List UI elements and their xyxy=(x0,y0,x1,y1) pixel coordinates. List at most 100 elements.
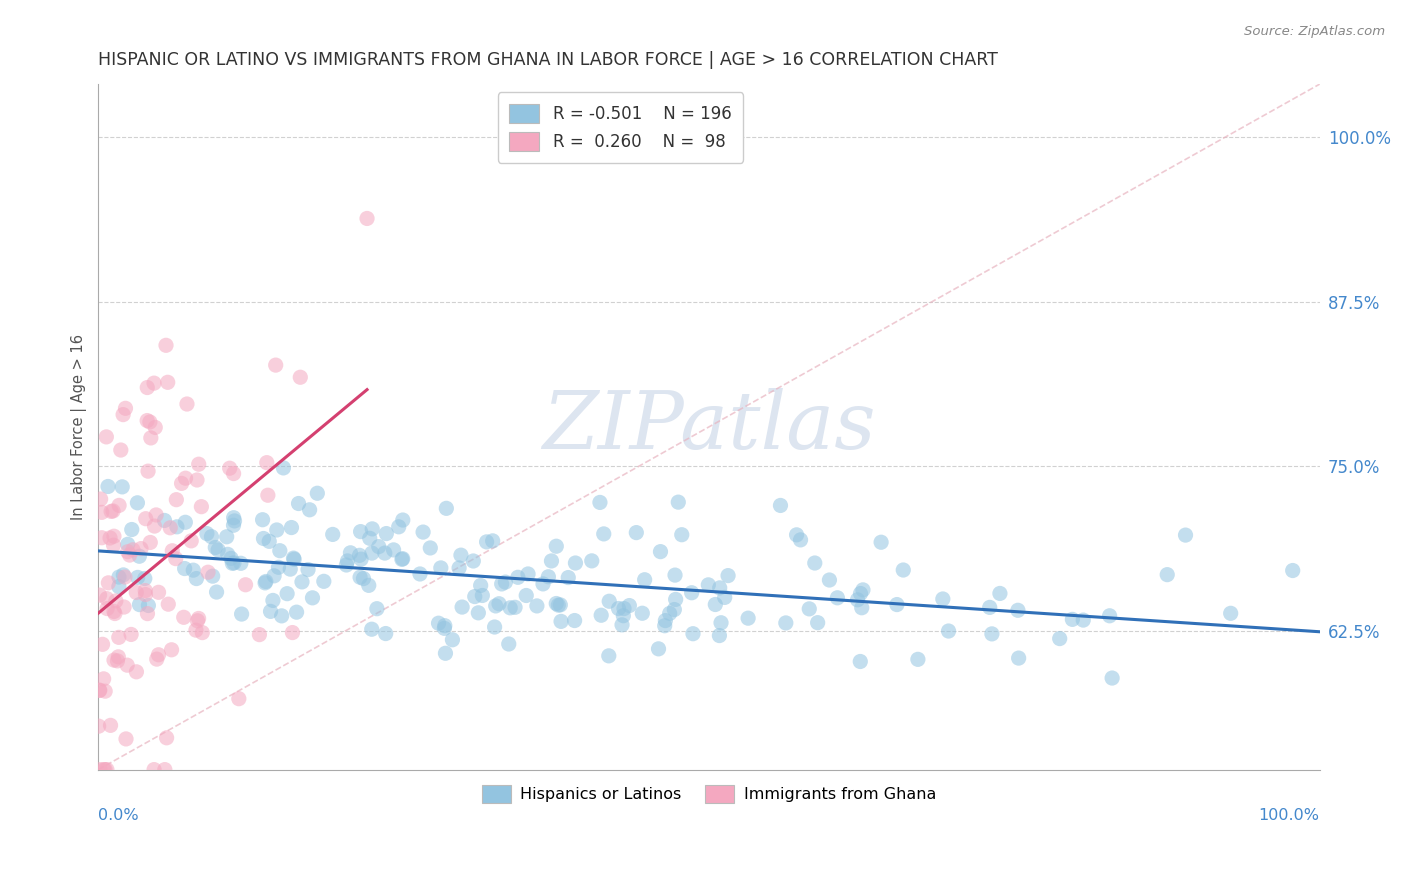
Point xyxy=(115,731,138,746)
Point xyxy=(360,546,382,560)
Point xyxy=(148,648,170,662)
Point xyxy=(1174,528,1197,542)
Point xyxy=(176,397,198,411)
Point xyxy=(470,578,492,592)
Point xyxy=(619,599,641,613)
Y-axis label: In Labor Force | Age > 16: In Labor Force | Age > 16 xyxy=(72,334,87,520)
Point xyxy=(491,577,513,591)
Point xyxy=(136,413,159,427)
Point xyxy=(581,554,603,568)
Point xyxy=(155,731,177,745)
Point xyxy=(281,625,304,640)
Point xyxy=(339,546,361,560)
Point xyxy=(531,577,554,591)
Point xyxy=(818,573,841,587)
Point xyxy=(807,615,830,630)
Point xyxy=(391,551,413,566)
Point xyxy=(89,763,111,777)
Point xyxy=(107,654,129,668)
Point xyxy=(361,522,384,536)
Point xyxy=(108,580,131,594)
Point xyxy=(190,500,212,514)
Point xyxy=(156,376,179,390)
Point xyxy=(434,646,457,660)
Point xyxy=(846,592,869,607)
Point xyxy=(298,503,321,517)
Point xyxy=(259,604,281,618)
Point xyxy=(125,665,148,679)
Point xyxy=(526,599,548,613)
Point xyxy=(114,401,136,416)
Point xyxy=(697,578,720,592)
Point xyxy=(155,338,177,352)
Point xyxy=(464,590,486,604)
Point xyxy=(222,467,245,481)
Point xyxy=(449,561,471,575)
Point xyxy=(564,614,586,628)
Point xyxy=(118,548,141,562)
Point xyxy=(187,611,209,625)
Point xyxy=(503,600,526,615)
Point xyxy=(598,648,620,663)
Point xyxy=(388,520,411,534)
Point xyxy=(134,572,156,586)
Point xyxy=(550,615,572,629)
Point xyxy=(139,535,162,549)
Point xyxy=(886,598,908,612)
Point xyxy=(591,608,613,623)
Point xyxy=(988,586,1011,600)
Point xyxy=(270,608,292,623)
Point xyxy=(128,549,150,564)
Point xyxy=(564,556,586,570)
Point xyxy=(157,597,180,611)
Point xyxy=(612,608,634,623)
Point xyxy=(87,719,110,733)
Point xyxy=(120,627,142,641)
Point xyxy=(217,547,239,561)
Point xyxy=(786,528,808,542)
Point xyxy=(108,499,131,513)
Point xyxy=(419,541,441,555)
Point xyxy=(98,531,121,545)
Point xyxy=(488,597,510,611)
Point xyxy=(97,479,120,493)
Point xyxy=(375,526,398,541)
Point xyxy=(122,542,145,557)
Point xyxy=(94,763,117,777)
Point xyxy=(96,601,118,615)
Point xyxy=(257,534,280,549)
Point xyxy=(979,600,1001,615)
Point xyxy=(170,476,193,491)
Point xyxy=(186,614,208,628)
Point xyxy=(932,592,955,607)
Point xyxy=(717,568,740,582)
Point xyxy=(427,616,450,631)
Point xyxy=(1008,651,1031,665)
Point xyxy=(205,585,228,599)
Point xyxy=(517,566,540,581)
Point xyxy=(254,575,277,590)
Point xyxy=(266,523,288,537)
Point xyxy=(174,516,197,530)
Point xyxy=(356,211,378,226)
Point xyxy=(1098,608,1121,623)
Point xyxy=(101,504,124,518)
Point xyxy=(165,492,187,507)
Point xyxy=(89,683,111,698)
Point xyxy=(799,602,821,616)
Point xyxy=(412,525,434,540)
Point xyxy=(537,570,560,584)
Point xyxy=(128,598,150,612)
Point xyxy=(125,585,148,599)
Point xyxy=(166,520,188,534)
Point xyxy=(322,527,344,541)
Point xyxy=(127,570,149,584)
Text: HISPANIC OR LATINO VS IMMIGRANTS FROM GHANA IN LABOR FORCE | AGE > 16 CORRELATIO: HISPANIC OR LATINO VS IMMIGRANTS FROM GH… xyxy=(98,51,998,69)
Point xyxy=(173,610,195,624)
Point xyxy=(90,491,112,506)
Point xyxy=(252,532,274,546)
Point xyxy=(139,415,162,429)
Point xyxy=(450,548,472,562)
Point xyxy=(221,557,243,571)
Point xyxy=(366,601,388,615)
